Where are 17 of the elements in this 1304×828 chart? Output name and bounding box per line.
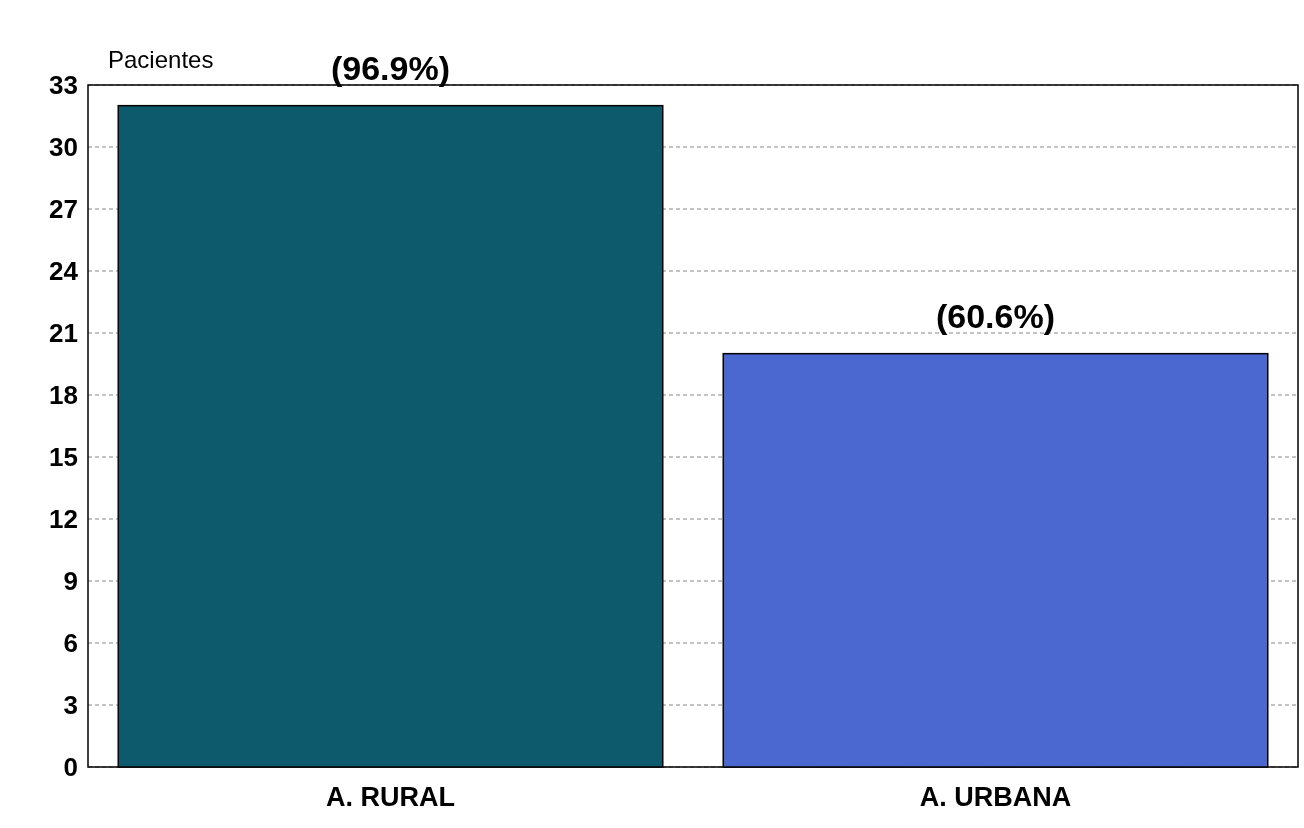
annotation: (96.9%) — [330, 48, 451, 87]
y-tick-label: 3 — [63, 690, 78, 721]
y-tick-label: 21 — [49, 318, 78, 349]
y-tick-label: 6 — [63, 628, 78, 659]
y-tick-label: 9 — [63, 566, 78, 597]
x-tick-label: A. URBANA — [919, 782, 1072, 812]
y-tick-label: 15 — [49, 442, 78, 473]
y-tick-label: 0 — [63, 752, 78, 783]
y-tick-label: 18 — [49, 380, 78, 411]
y-tick-label: 33 — [49, 70, 78, 101]
y-tick-label: 30 — [49, 132, 78, 163]
y-tick-label: 12 — [49, 504, 78, 535]
y-tick-label: 24 — [49, 256, 79, 287]
y-tick-label: 27 — [49, 194, 78, 225]
y-axis-title: Pacientes — [108, 46, 214, 73]
x-tick-label: A. RURAL — [326, 782, 455, 812]
annotation: (60.6%) — [935, 296, 1056, 335]
